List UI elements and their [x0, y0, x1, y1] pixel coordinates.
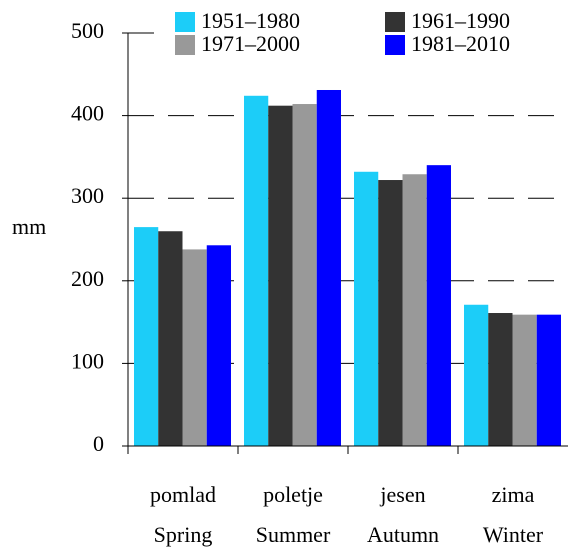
x-tick-label: jesen: [379, 482, 425, 507]
bar: [158, 231, 183, 446]
bar: [464, 304, 489, 446]
bar: [402, 174, 427, 446]
x-tick-label: Winter: [483, 522, 544, 547]
bar: [512, 314, 537, 446]
x-tick-label: pomlad: [150, 482, 216, 507]
y-tick-label: 200: [71, 266, 104, 291]
x-tick-label: zima: [492, 482, 535, 507]
bar: [316, 89, 341, 446]
legend-swatch: [385, 12, 405, 32]
bar: [268, 105, 293, 447]
x-tick-label: Autumn: [367, 522, 439, 547]
bar: [378, 180, 403, 446]
legend-swatch: [175, 35, 195, 55]
y-tick-label: 500: [71, 18, 104, 43]
legend-label: 1951–1980: [201, 8, 300, 33]
y-tick-label: 300: [71, 183, 104, 208]
bar: [536, 314, 561, 446]
bar: [182, 249, 207, 446]
bar: [488, 313, 513, 446]
bar: [206, 245, 231, 446]
legend-label: 1961–1990: [411, 8, 510, 33]
x-tick-label: Summer: [256, 522, 331, 547]
x-tick-label: Spring: [154, 522, 213, 547]
y-axis-label: mm: [12, 214, 46, 239]
y-tick-label: 100: [71, 348, 104, 373]
legend-swatch: [385, 35, 405, 55]
legend-label: 1971–2000: [201, 31, 300, 56]
legend-label: 1981–2010: [411, 31, 510, 56]
y-tick-label: 400: [71, 101, 104, 126]
legend-background: [160, 8, 560, 70]
y-tick-label: 0: [93, 431, 104, 456]
legend-swatch: [175, 12, 195, 32]
bar: [354, 171, 379, 446]
x-tick-label: poletje: [263, 482, 323, 507]
bar: [134, 227, 159, 446]
bar: [244, 95, 269, 446]
bar: [426, 165, 451, 446]
bar: [292, 104, 317, 446]
